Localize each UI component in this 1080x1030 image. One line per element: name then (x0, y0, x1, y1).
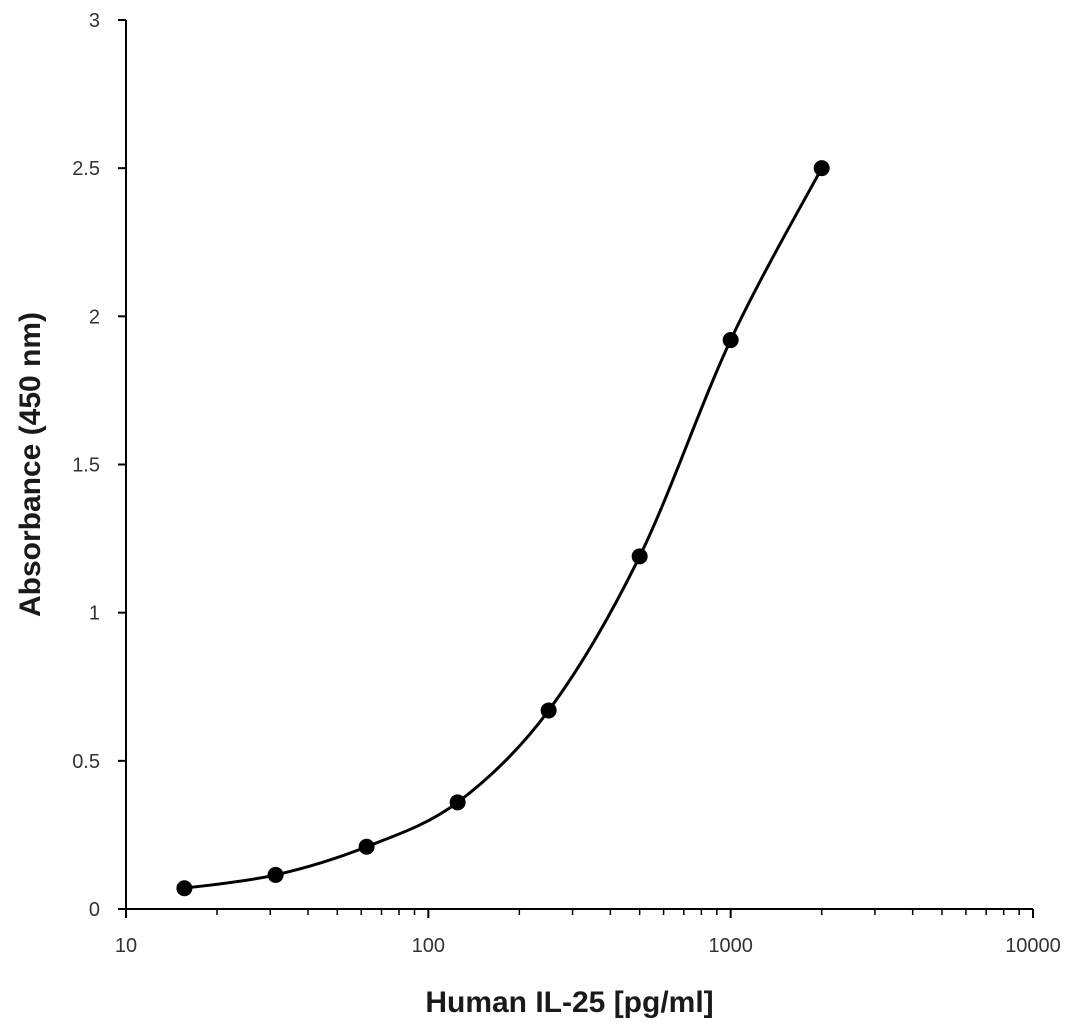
x-tick-label: 10 (115, 935, 137, 957)
data-points (176, 160, 830, 897)
y-tick-label: 2 (89, 306, 100, 328)
data-point (631, 548, 648, 565)
y-tick-label: 1 (89, 603, 100, 625)
y-tick-label: 3 (89, 10, 100, 32)
data-point (449, 794, 466, 811)
y-tick-label: 2.5 (72, 158, 100, 180)
y-tick-label: 1.5 (72, 455, 100, 477)
x-ticks: 10 100 1000 10000 (115, 909, 1061, 957)
x-tick-label: 10000 (1005, 935, 1061, 957)
x-tick-label: 1000 (708, 935, 753, 957)
y-tick-label: 0 (89, 899, 100, 921)
data-point (540, 702, 557, 719)
fitted-curve (184, 167, 824, 890)
data-point (358, 838, 375, 855)
y-axis-title: Absorbance (450 nm) (14, 312, 47, 617)
data-point (813, 160, 830, 177)
data-point (722, 332, 739, 349)
y-tick-label: 0.5 (72, 751, 100, 773)
data-point (267, 866, 284, 883)
data-point (176, 880, 193, 897)
x-axis-title: Human IL-25 [pg/ml] (425, 986, 713, 1019)
x-tick-label: 100 (412, 935, 445, 957)
y-ticks: 0 0.5 1 1.5 2 2.5 3 (72, 10, 126, 921)
axes (125, 20, 1033, 910)
